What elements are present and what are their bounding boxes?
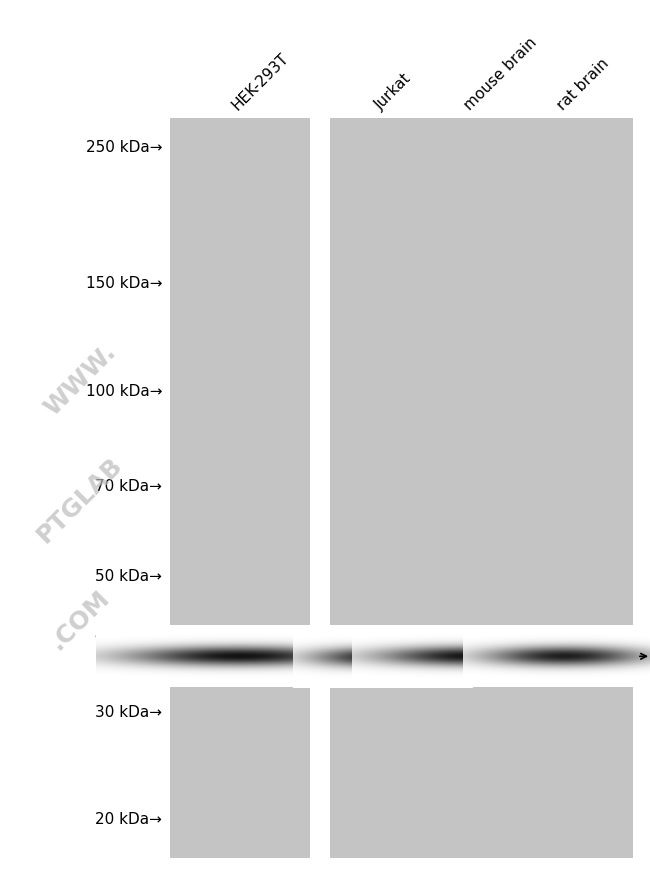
Bar	[0, 858, 650, 881]
Bar	[170, 118, 310, 858]
Text: WWW.: WWW.	[40, 339, 120, 420]
Bar	[0, 118, 170, 858]
Text: 250 kDa→: 250 kDa→	[86, 140, 162, 156]
Text: 150 kDa→: 150 kDa→	[86, 277, 162, 292]
Text: .COM: .COM	[46, 586, 114, 655]
Text: HEK-293T: HEK-293T	[229, 50, 292, 113]
Text: rat brain: rat brain	[554, 56, 612, 113]
Bar	[310, 118, 330, 858]
Text: 100 kDa→: 100 kDa→	[86, 384, 162, 399]
Text: 50 kDa→: 50 kDa→	[95, 569, 162, 584]
Text: mouse brain: mouse brain	[462, 34, 540, 113]
Text: 70 kDa→: 70 kDa→	[95, 479, 162, 494]
Text: 20 kDa→: 20 kDa→	[95, 812, 162, 827]
Text: 30 kDa→: 30 kDa→	[95, 705, 162, 720]
Bar	[0, 0, 650, 118]
Bar	[330, 118, 633, 858]
Text: Jurkat: Jurkat	[372, 71, 415, 113]
Text: PTGLAB: PTGLAB	[32, 453, 127, 547]
Text: 40 kDa→: 40 kDa→	[95, 628, 162, 643]
